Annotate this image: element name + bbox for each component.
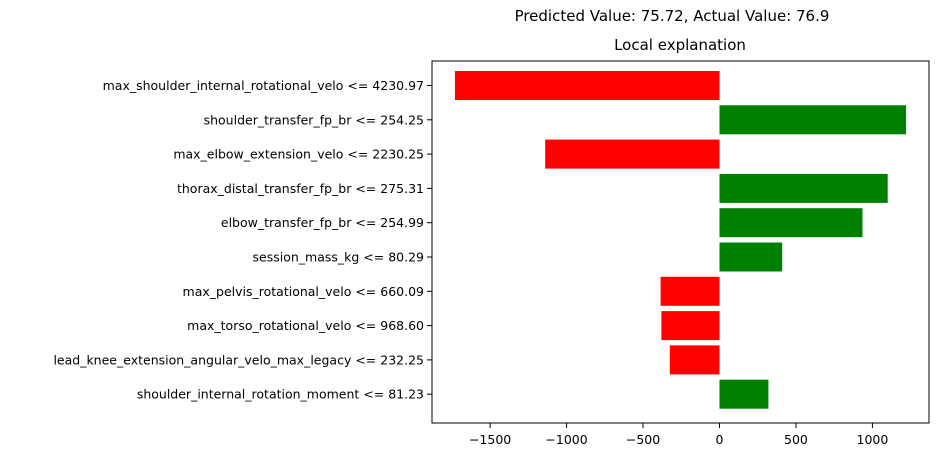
y-tick-label-2: max_elbow_extension_velo <= 2230.25 (173, 147, 424, 162)
y-axis-labels: max_shoulder_internal_rotational_velo <=… (53, 78, 432, 402)
chart-title: Local explanation (614, 36, 746, 54)
x-axis: −1500 −1000 −500 0 500 1000 (469, 423, 888, 447)
bar-2 (545, 139, 720, 169)
y-tick-label-5: session_mass_kg <= 80.29 (253, 250, 425, 265)
x-tick-label-1: −1000 (545, 432, 587, 447)
bar-5 (719, 242, 783, 272)
x-tick-label-2: −500 (626, 432, 660, 447)
bar-7 (661, 311, 720, 341)
bar-8 (669, 345, 720, 375)
bar-4 (719, 208, 863, 238)
chart-suptitle: Predicted Value: 75.72, Actual Value: 76… (515, 7, 830, 25)
y-tick-label-3: thorax_distal_transfer_fp_br <= 275.31 (177, 181, 424, 196)
y-tick-label-9: shoulder_internal_rotation_moment <= 81.… (137, 387, 424, 402)
y-tick-label-0: max_shoulder_internal_rotational_velo <=… (103, 78, 424, 93)
y-tick-label-8: lead_knee_extension_angular_velo_max_leg… (53, 352, 424, 367)
y-tick-label-1: shoulder_transfer_fp_br <= 254.25 (204, 112, 424, 127)
y-tick-label-7: max_torso_rotational_velo <= 968.60 (187, 318, 424, 333)
bar-6 (660, 276, 720, 306)
x-tick-label-0: −1500 (469, 432, 511, 447)
bar-9 (719, 379, 769, 409)
bar-0 (454, 71, 720, 100)
x-tick-label-5: 1000 (857, 432, 889, 447)
x-tick-label-3: 0 (716, 432, 724, 447)
bars-layer (454, 71, 907, 409)
y-tick-label-4: elbow_transfer_fp_br <= 254.99 (221, 215, 424, 230)
x-tick-label-4: 500 (784, 432, 808, 447)
bar-3 (719, 173, 888, 203)
plot-frame (431, 60, 930, 424)
y-tick-label-6: max_pelvis_rotational_velo <= 660.09 (183, 284, 425, 299)
bar-1 (719, 105, 907, 135)
